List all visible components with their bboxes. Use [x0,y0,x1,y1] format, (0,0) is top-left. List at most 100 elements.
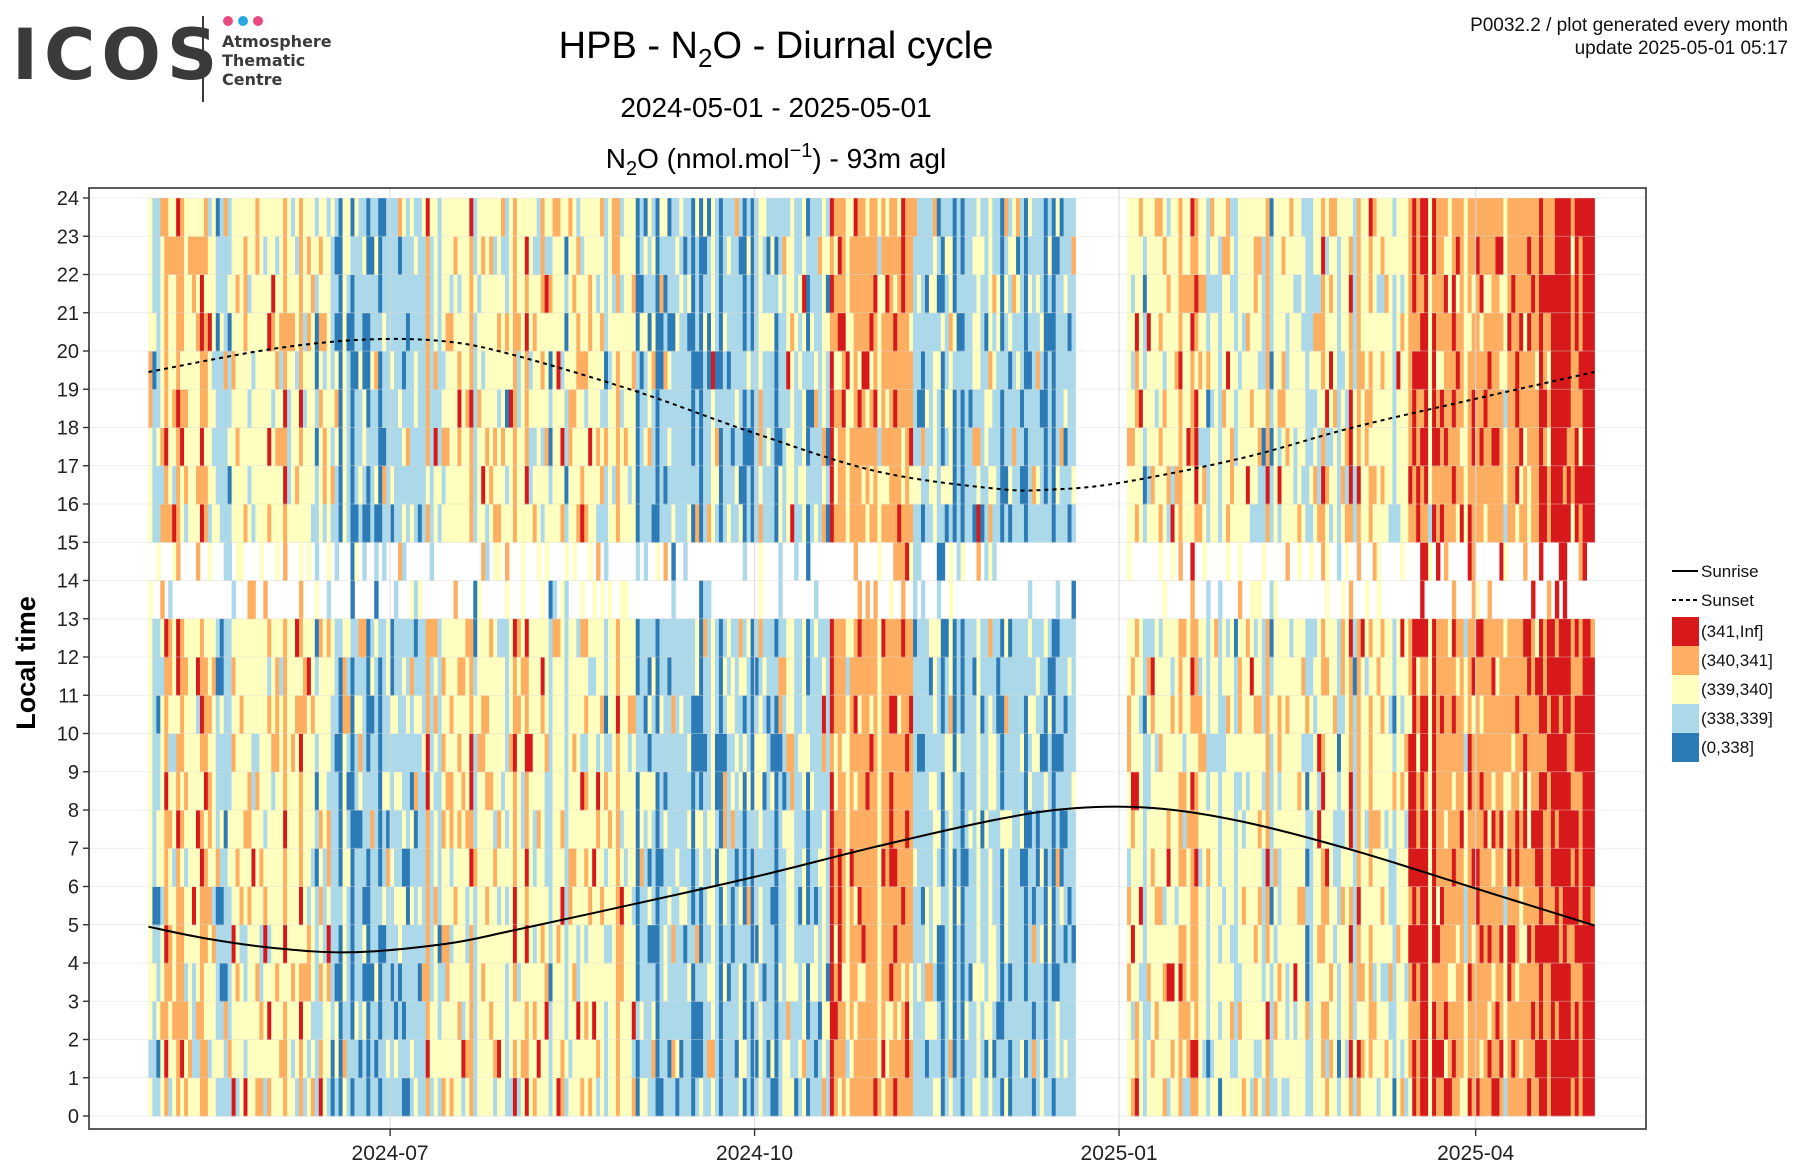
heatmap-cell [409,198,415,237]
heatmap-cell [314,848,320,887]
heatmap-cell [893,618,898,658]
heatmap-cell [857,427,862,467]
heatmap-cell [695,389,700,428]
heatmap-cell [453,504,458,543]
heatmap-cell [576,657,581,696]
heatmap-cell [481,1077,486,1117]
heatmap-cell [988,1001,993,1040]
heatmap-cell [1008,504,1013,543]
heatmap-cell [655,1077,660,1117]
heatmap-cell [564,389,569,428]
heatmap-cell [295,1039,300,1079]
heatmap-cell [334,312,339,352]
heatmap-cell [893,351,898,390]
heatmap-cell [924,657,930,696]
heatmap-cell [901,389,906,428]
heatmap-cell [524,389,530,428]
heatmap-cell [972,886,977,926]
heatmap-cell [564,504,569,543]
heatmap-cell [548,733,553,773]
heatmap-cell [358,886,363,926]
heatmap-cell [893,236,898,275]
heatmap-cell [160,733,165,773]
heatmap-cell [956,427,961,467]
heatmap-cell [164,1077,169,1117]
heatmap-cell [501,465,506,505]
heatmap-cell [960,771,965,811]
heatmap-cell [437,695,442,734]
heatmap-cell [326,580,332,620]
heatmap-cell [1012,810,1017,849]
heatmap-cell [611,657,617,696]
heatmap-cell [936,924,942,964]
heatmap-cell [675,389,680,428]
heatmap-cell [592,351,597,390]
heatmap-cell [810,810,815,849]
heatmap-cell [283,848,288,887]
heatmap-cell [631,618,637,658]
heatmap-cell [374,618,379,658]
heatmap-cell [223,389,229,428]
heatmap-cell [663,1001,668,1040]
heatmap-cell [239,695,244,734]
heatmap-cell [148,771,153,811]
heatmap-cell [497,351,502,390]
heatmap-cell [893,771,898,811]
heatmap-cell [184,351,189,390]
heatmap-cell [310,810,316,849]
heatmap-cell [738,771,744,811]
heatmap-cell [960,618,965,658]
heatmap-cell [350,465,355,505]
heatmap-cell [556,351,561,390]
heatmap-cell [611,848,617,887]
heatmap-cell [386,810,391,849]
heatmap-cell [675,274,680,314]
heatmap-cell [180,924,185,964]
heatmap-cell [734,465,740,505]
heatmap-cell [865,618,870,658]
heatmap-cell [160,389,165,428]
heatmap-cell [718,924,724,964]
heatmap-cell [714,274,720,314]
heatmap-cell [647,657,652,696]
heatmap-cell [604,618,609,658]
heatmap-cell [730,274,736,314]
heatmap-cell [425,1077,431,1117]
heatmap-cell [782,274,787,314]
heatmap-cell [968,924,973,964]
heatmap-cell [540,618,546,658]
heatmap-cell [421,810,427,849]
heatmap-cell [671,351,676,390]
heatmap-cell [897,274,902,314]
heatmap-cell [976,924,981,964]
heatmap-cell [334,1039,339,1079]
heatmap-cell [322,963,328,1002]
heatmap-cell [243,312,248,352]
heatmap-cell [877,542,882,581]
heatmap-cell [275,733,280,773]
heatmap-cell [195,924,201,964]
heatmap-cell [968,465,973,505]
heatmap-cell [960,810,965,849]
heatmap-cell [433,886,439,926]
heatmap-cell [429,351,435,390]
heatmap-cell [623,618,629,658]
heatmap-cell [437,198,442,237]
heatmap-cell [988,695,993,734]
heatmap-cell [679,465,684,505]
heatmap-cell [477,389,482,428]
heatmap-cell [766,1077,771,1117]
heatmap-cell [497,1077,502,1117]
heatmap-cell [703,1077,708,1117]
heatmap-cell [742,427,748,467]
heatmap-cell [695,351,700,390]
heatmap-cell [461,198,466,237]
heatmap-cell [390,1001,395,1040]
heatmap-cell [659,695,664,734]
heatmap-cell [576,771,581,811]
heatmap-cell [544,1077,549,1117]
heatmap-cell [501,810,506,849]
heatmap-cell [687,924,692,964]
heatmap-cell [302,618,308,658]
heatmap-cell [469,1077,474,1117]
